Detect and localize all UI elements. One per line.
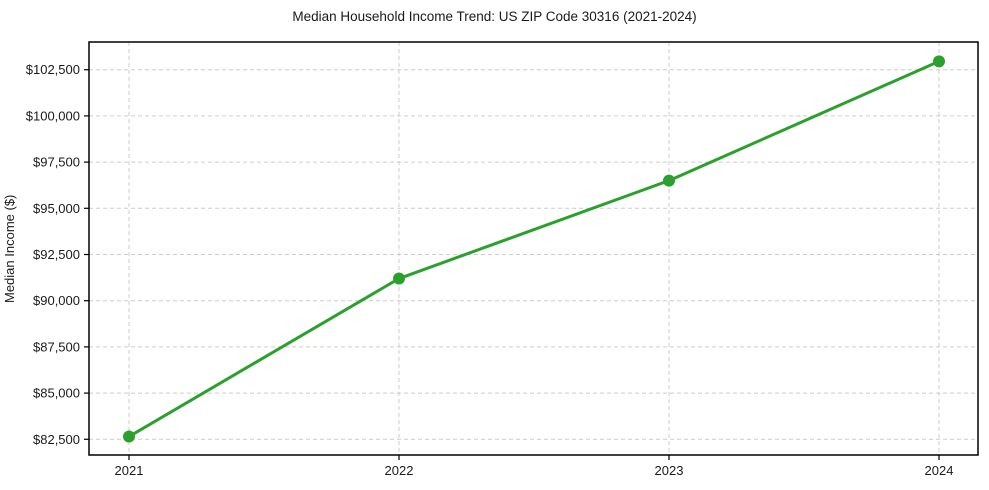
y-tick-label: $87,500 (33, 339, 80, 354)
x-tick-label: 2024 (925, 463, 954, 478)
y-tick-label: $85,000 (33, 386, 80, 401)
y-tick-label: $102,500 (26, 62, 80, 77)
x-tick-label: 2022 (385, 463, 414, 478)
y-tick-label: $97,500 (33, 155, 80, 170)
y-tick-label: $82,500 (33, 432, 80, 447)
data-point-2022 (393, 272, 405, 285)
data-point-2023 (663, 174, 675, 187)
y-tick-label: $90,000 (33, 293, 80, 308)
data-point-2021 (123, 430, 135, 443)
y-tick-label: $95,000 (33, 201, 80, 216)
x-tick-label: 2023 (655, 463, 684, 478)
chart-title: Median Household Income Trend: US ZIP Co… (292, 9, 697, 24)
plot-border (88, 41, 979, 456)
y-tick-label: $100,000 (26, 108, 80, 123)
y-tick-label: $92,500 (33, 247, 80, 262)
trend-line (127, 59, 941, 439)
data-point-2024 (933, 55, 945, 68)
x-tick-label: 2021 (115, 463, 144, 478)
